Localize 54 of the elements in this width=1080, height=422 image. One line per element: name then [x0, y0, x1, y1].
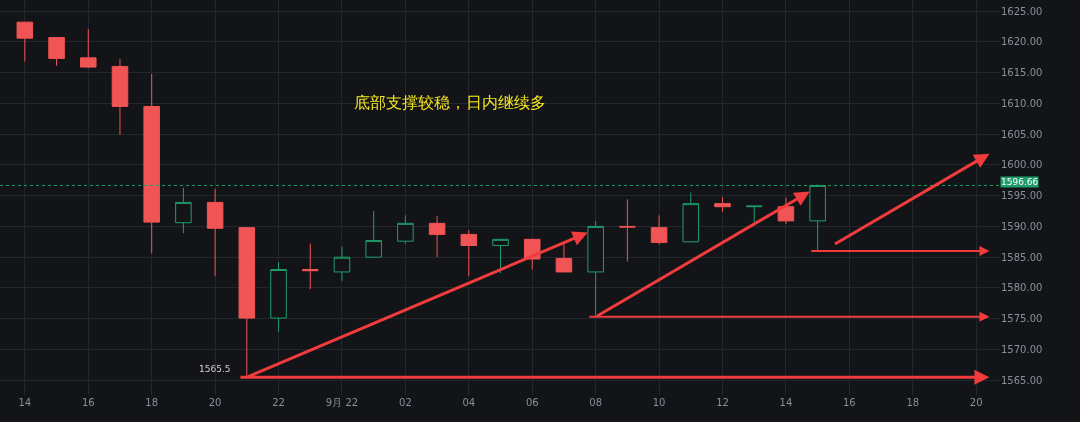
- candlestick: [397, 214, 414, 245]
- y-tick-label: 1570.00: [1001, 343, 1043, 355]
- y-tick-label: 1585.00: [1001, 251, 1043, 263]
- candlestick: [301, 243, 319, 290]
- candlestick: [682, 192, 700, 243]
- x-tick-label: 08: [589, 397, 603, 408]
- x-tick-label: 10: [652, 397, 666, 408]
- candlestick: [365, 210, 382, 258]
- candlestick: [333, 246, 351, 282]
- x-tick-label: 04: [462, 397, 476, 408]
- ref-line-label: 1596.66: [1001, 177, 1039, 187]
- candlestick: [206, 188, 224, 277]
- x-tick-label: 06: [525, 397, 539, 408]
- candlestick: [16, 21, 34, 63]
- candlestick: [492, 238, 509, 274]
- candlestick: [777, 197, 795, 225]
- x-tick-label: 16: [81, 397, 95, 408]
- candlestick: [80, 28, 97, 69]
- candlestick: [714, 196, 731, 213]
- y-tick-label: 1595.00: [1001, 190, 1043, 202]
- x-tick-label: 18: [145, 397, 159, 408]
- candlestick: [460, 229, 478, 277]
- y-tick-label: 1575.00: [1001, 313, 1043, 325]
- x-tick-label: 9月 22: [325, 397, 359, 408]
- candlestick: [650, 214, 668, 245]
- x-tick-label: 18: [906, 397, 920, 408]
- candlestick: [111, 58, 129, 136]
- candlestick: [428, 215, 446, 258]
- y-tick-label: 1625.00: [1001, 5, 1043, 17]
- y-tick-label: 1600.00: [1001, 159, 1043, 171]
- y-tick-label: 1580.00: [1001, 282, 1043, 294]
- candlestick: [619, 198, 636, 262]
- candlestick: [175, 187, 192, 234]
- candlestick: [48, 37, 65, 67]
- annotation: 底部支撑较稳，日内继续多: [354, 93, 546, 112]
- y-tick-label: 1605.00: [1001, 128, 1043, 140]
- candlestick: [745, 205, 763, 224]
- candlestick: [238, 227, 256, 378]
- x-tick-label: 12: [716, 397, 729, 408]
- candlestick: [270, 261, 287, 333]
- y-tick-label: 1565.00: [1001, 374, 1043, 386]
- y-tick-label: 1610.00: [1001, 97, 1043, 109]
- x-tick-label: 20: [969, 397, 983, 408]
- x-tick-label: 22: [272, 397, 285, 408]
- x-tick-label: 20: [208, 397, 222, 408]
- x-tick-label: 02: [399, 397, 412, 408]
- x-tick-label: 14: [779, 397, 793, 408]
- candlestick: [555, 243, 573, 273]
- x-tick-label: 16: [843, 397, 856, 408]
- y-tick-label: 1620.00: [1001, 36, 1043, 48]
- y-tick-label: 1590.00: [1001, 220, 1043, 232]
- y-tick-label: 1615.00: [1001, 67, 1043, 79]
- x-tick-label: 14: [18, 397, 32, 408]
- annotation: 1565.5: [199, 364, 231, 374]
